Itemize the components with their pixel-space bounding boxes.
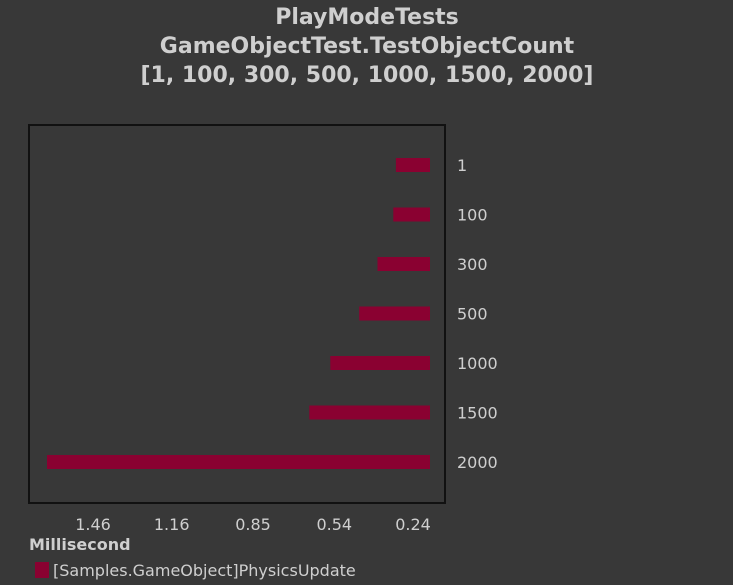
category-label-1: 1 bbox=[457, 156, 467, 175]
legend-label: [Samples.GameObject]PhysicsUpdate bbox=[53, 561, 356, 580]
x-axis-ticks: 1.46 1.16 0.85 0.54 0.24 bbox=[75, 515, 431, 534]
chart-title-line-3: [1, 100, 300, 500, 1000, 1500, 2000] bbox=[141, 63, 594, 88]
category-label-2000: 2000 bbox=[457, 453, 498, 472]
plot-area bbox=[28, 124, 446, 504]
x-tick-0-24: 0.24 bbox=[395, 515, 431, 534]
category-label-500: 500 bbox=[457, 305, 488, 324]
x-axis-title: Millisecond bbox=[29, 535, 131, 554]
chart-title-line-1: PlayModeTests bbox=[275, 5, 459, 30]
bars bbox=[47, 158, 430, 469]
chart-title-line-2: GameObjectTest.TestObjectCount bbox=[160, 34, 575, 59]
x-tick-0-54: 0.54 bbox=[316, 515, 352, 534]
legend-swatch bbox=[35, 562, 49, 578]
bar-1000[interactable] bbox=[330, 356, 430, 370]
bar-1500[interactable] bbox=[309, 405, 430, 420]
bar-100[interactable] bbox=[393, 207, 430, 222]
category-label-100: 100 bbox=[457, 206, 488, 225]
bar-300[interactable] bbox=[377, 257, 431, 271]
legend[interactable]: [Samples.GameObject]PhysicsUpdate bbox=[35, 561, 356, 580]
bar-1[interactable] bbox=[395, 158, 430, 172]
x-tick-1-16: 1.16 bbox=[154, 515, 190, 534]
category-label-1500: 1500 bbox=[457, 404, 498, 423]
bar-500[interactable] bbox=[359, 306, 430, 321]
x-tick-1-46: 1.46 bbox=[75, 515, 111, 534]
category-label-300: 300 bbox=[457, 255, 488, 274]
chart-title: PlayModeTests GameObjectTest.TestObjectC… bbox=[141, 5, 594, 88]
category-label-1000: 1000 bbox=[457, 354, 498, 373]
category-labels: 1 100 300 500 1000 1500 2000 bbox=[457, 156, 498, 472]
x-tick-0-85: 0.85 bbox=[235, 515, 271, 534]
bar-2000[interactable] bbox=[47, 455, 430, 469]
